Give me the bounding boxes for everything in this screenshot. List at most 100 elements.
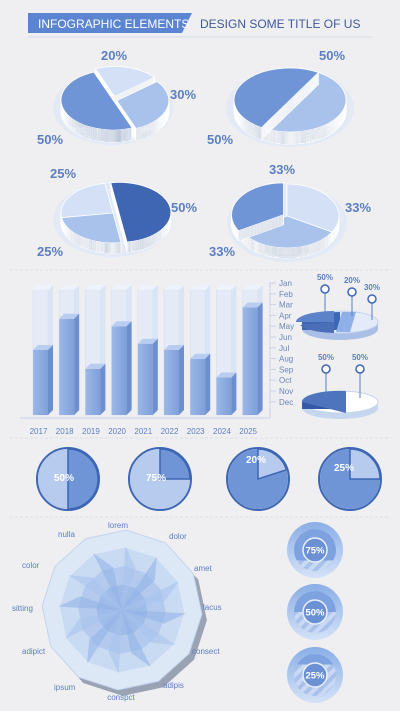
flat-pie-outline bbox=[226, 447, 290, 511]
bar-side bbox=[126, 321, 132, 415]
bar-category-label: 2017 bbox=[30, 427, 48, 436]
month-label: Oct bbox=[279, 376, 292, 385]
pie3d-4-label: 33% bbox=[345, 200, 371, 215]
bar-side bbox=[257, 302, 263, 415]
bar-category-label: 2023 bbox=[187, 427, 205, 436]
pie3d-2-slice-top bbox=[233, 67, 320, 129]
radar-axis-label: dolor bbox=[169, 532, 187, 541]
flat-pie-outline bbox=[318, 447, 382, 511]
bar-side bbox=[74, 313, 80, 415]
flat-pie-label: 20% bbox=[246, 455, 266, 466]
pie3d-group: 20% 30% 50% 50% 50% 25% 50% 25% 33% 33% 33% bbox=[37, 48, 371, 262]
bar-side bbox=[100, 363, 106, 415]
pie3d-4-slice-top bbox=[231, 182, 284, 232]
ring-pie-group: 50% 20% 30% 50% 50% bbox=[296, 273, 380, 419]
bar bbox=[216, 377, 232, 415]
bar-top bbox=[33, 345, 53, 350]
bar-category-label: 2021 bbox=[134, 427, 152, 436]
pie3d-1-label: 20% bbox=[101, 48, 127, 63]
ring-pie-1-pin-pin-head bbox=[320, 284, 330, 294]
month-label: Sep bbox=[279, 365, 294, 374]
pie3d-3-slice-top bbox=[110, 182, 172, 243]
month-label: Dec bbox=[279, 398, 293, 407]
flat-pie-label: 25% bbox=[334, 463, 354, 474]
gauge-group: 75% 50% 25% bbox=[287, 522, 343, 703]
bar-background-top bbox=[111, 285, 132, 290]
pie3d-1-slice-top bbox=[94, 66, 156, 98]
bar bbox=[111, 326, 127, 415]
month-label: May bbox=[279, 322, 294, 331]
pie3d-3-label: 25% bbox=[37, 244, 63, 259]
ring-pie-1-slice bbox=[296, 311, 334, 322]
header-banner bbox=[28, 13, 192, 33]
bar-category-label: 2022 bbox=[161, 427, 179, 436]
pie3d-2-slice bbox=[233, 67, 320, 141]
radar-axis-label: color bbox=[22, 561, 40, 570]
ring-pie-2-pin-pin-head bbox=[355, 364, 365, 374]
ring-pie-2-pin-label: 50% bbox=[352, 353, 368, 362]
gauge-center bbox=[302, 599, 328, 625]
bar-background-top bbox=[85, 285, 106, 290]
bar-category-label: 2019 bbox=[82, 427, 100, 436]
bar-background-top bbox=[190, 285, 211, 290]
bar bbox=[85, 368, 101, 415]
flat-pie-slice bbox=[67, 448, 99, 510]
flat-pie-group: 50% 75% 20% 25% bbox=[36, 447, 382, 511]
radar-axis-label: adipis bbox=[163, 681, 184, 690]
pie3d-3: 25% 50% 25% bbox=[37, 166, 197, 259]
bar bbox=[164, 350, 179, 415]
pie3d-1-slice-top bbox=[60, 71, 133, 131]
month-label: Mar bbox=[279, 301, 293, 310]
gauge: 25% bbox=[287, 647, 343, 703]
gauge-label: 75% bbox=[305, 546, 325, 557]
radar-axis-label: nulla bbox=[58, 530, 75, 539]
radar-facet bbox=[108, 610, 122, 674]
bar-top bbox=[111, 321, 132, 327]
ring-pie-1-slice bbox=[300, 322, 334, 333]
radar-axis-label: adipict bbox=[22, 647, 46, 656]
bar-side bbox=[205, 353, 211, 415]
gauge-fill bbox=[294, 654, 336, 665]
ring-pie-2-pin-pin-head bbox=[321, 364, 331, 374]
flat-pie: 75% bbox=[128, 447, 192, 511]
ring-pie-1-pin-pin-head bbox=[347, 287, 357, 297]
bar-background-top bbox=[164, 285, 184, 290]
radar-facet bbox=[87, 610, 122, 664]
bar-top bbox=[164, 345, 184, 350]
bar-top bbox=[190, 353, 211, 359]
pie3d-2-label: 50% bbox=[207, 132, 233, 147]
ring-pie-1-pin-label: 20% bbox=[344, 276, 360, 285]
header-left-title: INFOGRAPHIC ELEMENTS bbox=[38, 17, 189, 31]
flat-pie: 20% bbox=[226, 447, 290, 511]
gauge-center bbox=[302, 662, 328, 688]
pie3d-2-label: 50% bbox=[319, 48, 345, 63]
bar-category-label: 2025 bbox=[239, 427, 257, 436]
ring-pie-2-slice bbox=[301, 390, 346, 413]
radar-facet bbox=[122, 610, 176, 645]
pie3d-4-label: 33% bbox=[209, 244, 235, 259]
bar-top bbox=[216, 372, 237, 378]
flat-pie-outline bbox=[36, 447, 100, 511]
flat-pie-slice bbox=[257, 448, 288, 481]
flat-pie: 25% bbox=[318, 447, 382, 511]
radar-chart: lorem dolor amet lacus consect adipis conspct i… bbox=[12, 521, 222, 702]
bar-chart: 2017 2018 2019 2020 2021 2022 2023 2024 2025 Jan F… bbox=[20, 279, 294, 436]
bar bbox=[33, 350, 48, 415]
flat-pie-slice bbox=[159, 448, 191, 480]
gauge: 75% bbox=[287, 522, 343, 578]
flat-pie-label: 50% bbox=[54, 473, 74, 484]
pie3d-3-label: 25% bbox=[50, 166, 76, 181]
pie3d-3-slice bbox=[110, 182, 172, 253]
pie3d-3-slice-top bbox=[61, 212, 122, 244]
header-right-title: DESIGN SOME TITLE OF US bbox=[200, 17, 360, 31]
month-label: Jul bbox=[279, 344, 289, 353]
bar-background-top bbox=[137, 285, 158, 290]
flat-pie-outline bbox=[128, 447, 192, 511]
month-label: Apr bbox=[279, 311, 292, 320]
radar-axis-label: amet bbox=[194, 564, 213, 573]
gauge-label: 25% bbox=[305, 671, 325, 682]
pie3d-4: 33% 33% 33% bbox=[209, 162, 371, 262]
gauge-label: 50% bbox=[305, 608, 325, 619]
bar bbox=[190, 358, 206, 415]
pie3d-1: 20% 30% 50% bbox=[37, 48, 196, 147]
